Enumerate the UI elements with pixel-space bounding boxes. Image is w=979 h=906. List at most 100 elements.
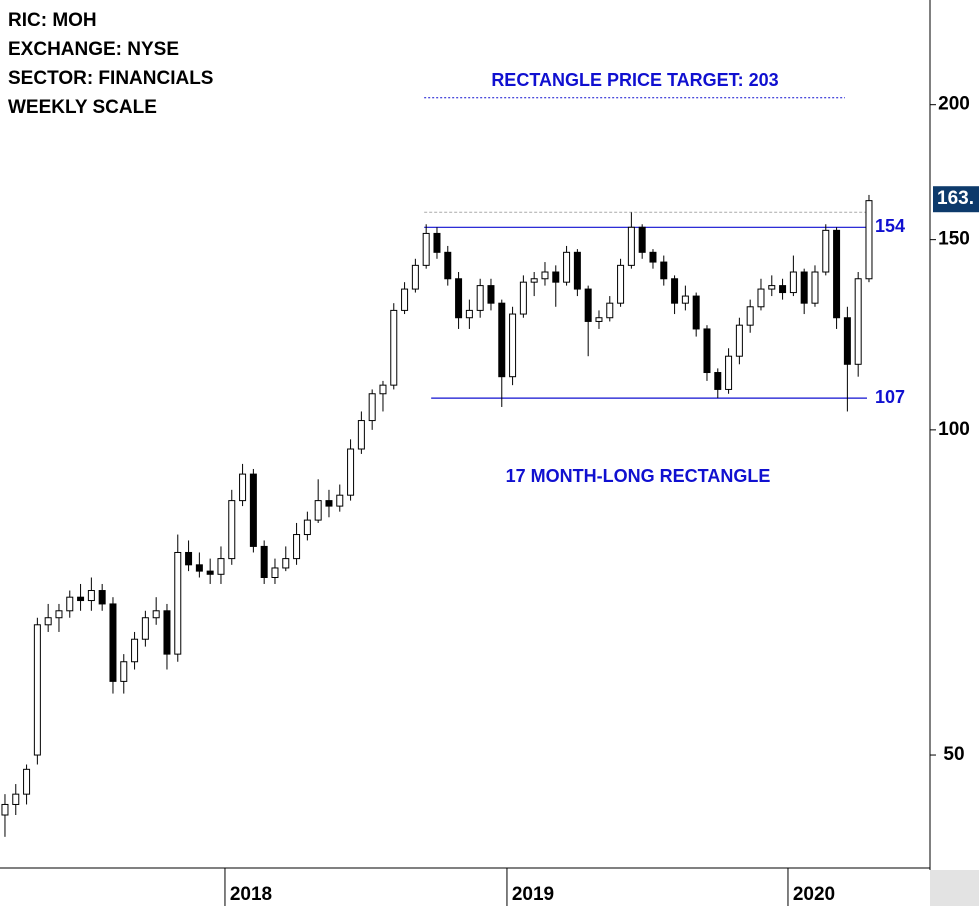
candle-body <box>638 226 646 253</box>
x-tick-label: 2019 <box>512 884 554 905</box>
candle-body <box>206 570 214 575</box>
candle-body <box>217 558 225 575</box>
candle-body <box>725 355 733 390</box>
candle-body <box>660 261 668 280</box>
candle-body <box>109 603 117 682</box>
candle-body <box>141 617 149 640</box>
y-tick-label: 100 <box>938 419 970 440</box>
candle-body <box>703 328 711 374</box>
candle-body <box>66 596 74 612</box>
header-line: EXCHANGE: NYSE <box>8 39 179 60</box>
candle-body <box>681 295 689 304</box>
candle-body <box>401 288 409 311</box>
candle-body <box>347 448 355 496</box>
candle-body <box>120 661 128 682</box>
candle-body <box>174 551 182 655</box>
x-tick-label: 2018 <box>230 884 272 905</box>
candle-body <box>131 638 139 663</box>
candle-body <box>498 302 506 378</box>
candle-body <box>12 793 20 805</box>
header-line: RIC: MOH <box>8 10 97 31</box>
candle-body <box>411 264 419 290</box>
candle-body <box>779 285 787 294</box>
pattern-label: 17 MONTH-LONG RECTANGLE <box>506 466 771 486</box>
y-tick-label: 200 <box>938 94 970 115</box>
target-label: RECTANGLE PRICE TARGET: 203 <box>491 70 778 90</box>
candle-body <box>303 519 311 536</box>
candle-body <box>746 306 754 326</box>
candle-body <box>671 278 679 304</box>
candle-body <box>379 384 387 395</box>
candle-body <box>368 393 376 422</box>
candle-body <box>800 271 808 304</box>
candle-body <box>271 567 279 578</box>
candle-body <box>789 271 797 294</box>
candle-body <box>390 309 398 386</box>
level-label: 107 <box>875 387 905 407</box>
candle-body <box>336 494 344 507</box>
candle-body <box>314 500 322 521</box>
candle-body <box>23 768 31 795</box>
candle-body <box>325 500 333 507</box>
candle-body <box>228 500 236 560</box>
last-price-tag <box>933 186 979 213</box>
last-price-label: 163. <box>937 188 974 209</box>
corner-box <box>930 870 979 906</box>
candle-body <box>476 285 484 311</box>
candle-body <box>627 226 635 266</box>
candle-body <box>87 590 95 602</box>
candle-body <box>595 317 603 322</box>
candle-body <box>185 551 193 566</box>
y-tick-label: 50 <box>943 744 964 765</box>
candle-body <box>541 271 549 280</box>
candle-body <box>843 317 851 365</box>
candle-body <box>239 473 247 502</box>
candle-body <box>1 803 9 816</box>
candle-body <box>692 295 700 330</box>
candle-body <box>33 624 41 756</box>
candle-body <box>854 278 862 365</box>
candle-body <box>617 264 625 304</box>
candle-body <box>865 200 873 280</box>
level-label: 154 <box>875 216 905 236</box>
candle-body <box>465 309 473 319</box>
candle-body <box>509 313 517 378</box>
candle-body <box>768 285 776 290</box>
header-line: SECTOR: FINANCIALS <box>8 68 213 89</box>
candle-body <box>98 590 106 605</box>
candle-body <box>573 251 581 290</box>
candle-body <box>249 473 257 547</box>
candle-body <box>757 288 765 308</box>
candle-body <box>487 285 495 304</box>
candle-body <box>444 251 452 280</box>
candle-body <box>519 281 527 315</box>
header-line: WEEKLY SCALE <box>8 97 157 118</box>
candle-body <box>260 545 268 578</box>
candle-body <box>811 271 819 304</box>
candle-body <box>357 420 365 450</box>
candle-body <box>282 558 290 569</box>
candle-body <box>552 271 560 283</box>
candle-body <box>833 229 841 319</box>
candle-body <box>822 229 830 273</box>
candle-body <box>584 288 592 322</box>
y-tick-label: 150 <box>938 229 970 250</box>
candle-body <box>55 610 63 619</box>
candle-body <box>455 278 463 319</box>
candle-body <box>530 278 538 283</box>
candle-body <box>433 232 441 253</box>
candle-body <box>714 372 722 390</box>
candle-body <box>606 302 614 319</box>
candle-body <box>152 610 160 619</box>
candle-body <box>195 564 203 572</box>
x-tick-label: 2020 <box>793 884 835 905</box>
candle-body <box>44 617 52 626</box>
candle-body <box>735 324 743 357</box>
candle-body <box>422 232 430 266</box>
candle-body <box>649 251 657 263</box>
candle-body <box>563 251 571 283</box>
candle-body <box>77 596 85 602</box>
candle-body <box>163 610 171 655</box>
candle-body <box>293 534 301 560</box>
